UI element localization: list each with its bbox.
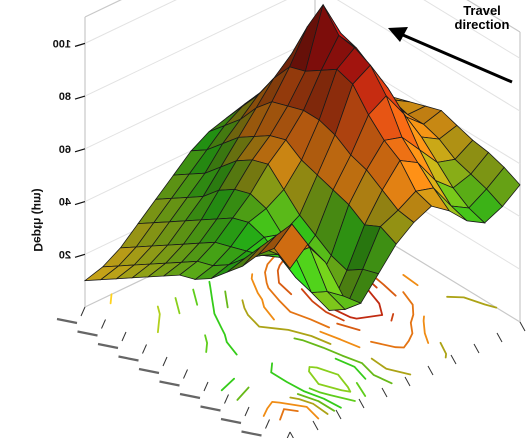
x-tick (224, 394, 229, 404)
x-tick (183, 369, 188, 379)
y-tick (404, 376, 411, 387)
x-tick-label-mark (159, 380, 180, 387)
x-tick (286, 431, 291, 438)
y-tick (519, 321, 526, 332)
x-tick (121, 331, 127, 342)
z-gridline (84, 0, 521, 112)
x-tick-label-mark (97, 342, 119, 350)
x-tick-label-mark (77, 330, 98, 337)
x-tick (142, 344, 147, 354)
z-tick (74, 253, 86, 258)
x-tick-label-mark (241, 430, 262, 437)
z-tick-label: 40 (59, 197, 71, 209)
z-tick-label: 60 (59, 144, 71, 156)
z-tick (74, 42, 86, 47)
contour-line (109, 293, 113, 305)
x-tick-label-mark (200, 405, 221, 412)
z-tick (74, 148, 86, 153)
contour-line (156, 305, 161, 334)
x-tick (80, 306, 86, 317)
x-tick-label-mark (118, 355, 139, 362)
x-tick-label-mark (179, 392, 201, 400)
y-tick (427, 365, 434, 376)
z-tick-label: 20 (59, 249, 71, 261)
x-tick (244, 406, 250, 417)
z-tick (74, 95, 86, 100)
y-tick (496, 332, 503, 343)
y-tick (358, 398, 365, 409)
y-tick (312, 420, 319, 431)
contour-line (192, 288, 367, 402)
contour-line (174, 297, 352, 393)
x-tick-label-mark (220, 417, 242, 425)
y-tick (289, 431, 294, 438)
y-tick (450, 354, 457, 365)
x-tick (162, 356, 168, 367)
x-tick-label-mark (56, 317, 78, 325)
axis-ticks: 20 40 60 80 100 (53, 38, 526, 438)
x-tick (101, 319, 106, 329)
surface-mesh (83, 3, 521, 312)
contour-line (264, 246, 415, 421)
z-tick-label: 100 (53, 38, 71, 50)
y-tick (473, 343, 480, 354)
x-tick (203, 381, 209, 392)
surface-cell (273, 223, 309, 270)
x-tick-label-mark (138, 367, 160, 375)
travel-direction-label: Travel direction (440, 4, 524, 32)
z-tick-label: 80 (59, 91, 71, 103)
travel-label-line1: Travel (463, 3, 501, 18)
x-tick (265, 419, 270, 429)
z-tick (74, 200, 86, 206)
travel-direction-arrow (388, 27, 513, 84)
y-tick (335, 409, 342, 420)
y-tick (381, 387, 388, 398)
travel-label-line2: direction (454, 17, 510, 32)
contour-line (208, 216, 367, 409)
z-axis-label: Depth (μm) (31, 188, 45, 251)
z-gridline (84, 0, 521, 59)
